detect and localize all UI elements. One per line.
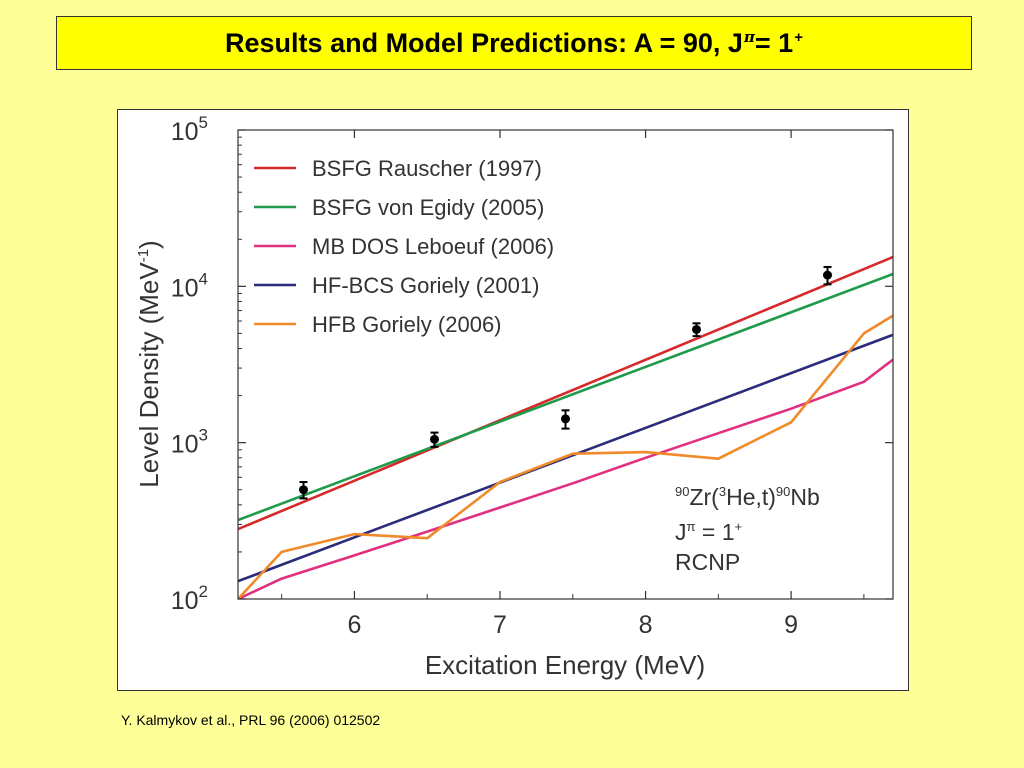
- y-tick-label: 104: [171, 269, 208, 302]
- y-axis-label-exp: -1: [135, 249, 152, 262]
- data-point: [299, 485, 308, 495]
- annotation-reaction: 90Zr(3He,t)90Nb: [675, 484, 820, 510]
- level-density-chart: 6 7 8 9 102 103 104 105 BSFG Rauscher (1997) BSF…: [134, 113, 894, 680]
- chart-panel: 6 7 8 9 102 103 104 105 BSFG Rauscher (1997) BSF…: [117, 109, 909, 691]
- citation: Y. Kalmykov et al., PRL 96 (2006) 012502: [121, 712, 381, 728]
- title-pi: π: [743, 28, 755, 46]
- y-tick-label: 105: [171, 113, 208, 146]
- legend-label: HFB Goriely (2006): [312, 312, 502, 337]
- data-point: [692, 324, 701, 334]
- title-value: = 1: [754, 27, 794, 58]
- y-tick-label: 102: [171, 582, 208, 615]
- y-axis-label: Level Density (MeV-1): [134, 240, 164, 487]
- x-tick-label: 7: [493, 611, 507, 639]
- legend-label: BSFG von Egidy (2005): [312, 195, 544, 220]
- x-axis-label: Excitation Energy (MeV): [425, 650, 705, 680]
- y-axis-label-text: Level Density (MeV: [134, 262, 164, 488]
- x-tick-label: 6: [347, 611, 361, 639]
- slide-title: Results and Model Predictions: A = 90, J…: [56, 16, 972, 70]
- x-tick-label: 9: [784, 611, 798, 639]
- y-tick-label: 103: [171, 426, 208, 459]
- data-point: [430, 434, 439, 444]
- y-axis-label-end: ): [134, 240, 164, 249]
- series-line-1: [238, 255, 893, 531]
- title-text: Results and Model Predictions: A = 90, J: [225, 27, 743, 58]
- data-point: [823, 270, 832, 280]
- legend-label: HF-BCS Goriely (2001): [312, 273, 539, 298]
- series-line-2: [238, 272, 893, 522]
- annotation-facility: RCNP: [675, 549, 740, 575]
- legend-label: BSFG Rauscher (1997): [312, 156, 542, 181]
- legend-label: MB DOS Leboeuf (2006): [312, 234, 554, 259]
- data-point: [561, 414, 570, 424]
- series-line-5: [238, 314, 893, 599]
- annotation-spin: Jπ = 1+: [675, 519, 742, 545]
- x-tick-label: 8: [639, 611, 653, 639]
- series-line-4: [238, 333, 893, 583]
- title-parity: +: [794, 28, 803, 46]
- plot-frame: [237, 129, 894, 600]
- series-line-3: [238, 358, 893, 599]
